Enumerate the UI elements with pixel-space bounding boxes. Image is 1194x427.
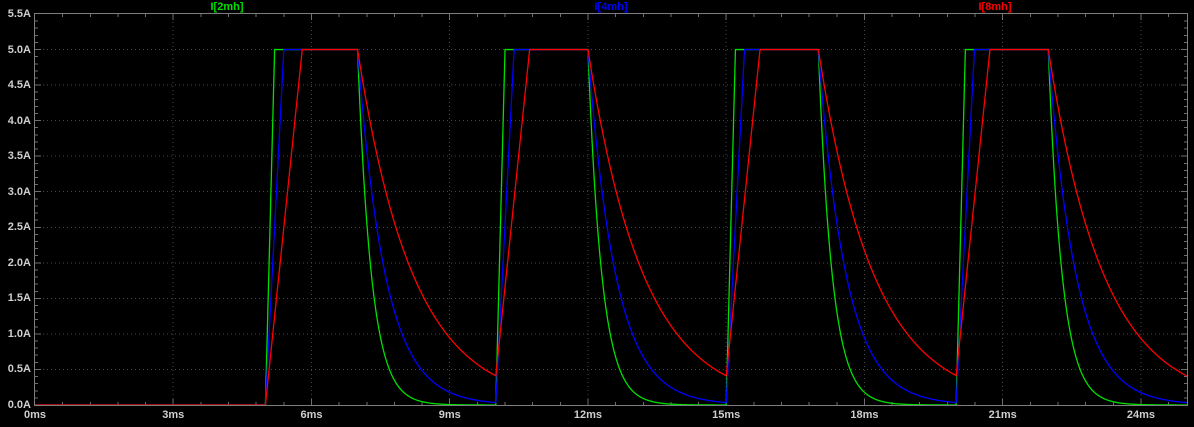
x-tick-label[interactable]: 15ms [712, 409, 741, 421]
y-tick-label[interactable]: 4.5A [7, 79, 31, 92]
x-tick-label[interactable]: 21ms [988, 409, 1017, 421]
x-tick-label[interactable]: 12ms [573, 409, 603, 421]
y-tick-label[interactable]: 1.5A [7, 292, 31, 305]
y-tick-label[interactable]: 1.0A [7, 327, 31, 340]
y-tick-label[interactable]: 2.5A [7, 221, 31, 234]
y-tick-label[interactable]: 2.0A [7, 256, 31, 269]
y-tick-label[interactable]: 0.0A [7, 399, 31, 411]
x-tick-label[interactable]: 24ms [1126, 409, 1155, 421]
x-tick-label[interactable]: 0ms [23, 409, 47, 421]
x-tick-label[interactable]: 18ms [850, 409, 879, 421]
trace-label-i8mh[interactable]: I[8mh] [978, 1, 1012, 13]
x-tick-label[interactable]: 6ms [300, 409, 323, 421]
x-tick-label[interactable]: 9ms [438, 409, 461, 421]
trace-label-i4mh[interactable]: I[4mh] [594, 1, 628, 13]
y-tick-label[interactable]: 3.0A [7, 185, 31, 198]
plot-area[interactable] [34, 13, 1188, 406]
y-tick-label[interactable]: 5.0A [7, 43, 31, 56]
y-tick-label[interactable]: 5.5A [7, 8, 31, 20]
trace-i8mh [35, 48, 1187, 405]
trace-legend: I[2mh] I[4mh] I[8mh] [0, 1, 1194, 14]
y-tick-label[interactable]: 0.5A [7, 363, 31, 376]
y-tick-label[interactable]: 3.5A [7, 150, 31, 163]
y-tick-label[interactable]: 4.0A [7, 114, 31, 127]
trace-label-i2mh[interactable]: I[2mh] [210, 1, 244, 13]
x-tick-label[interactable]: 3ms [162, 409, 185, 421]
